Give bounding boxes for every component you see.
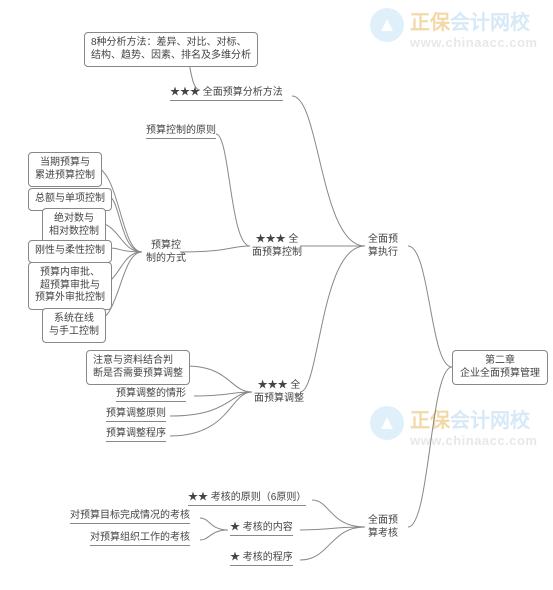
adjust-item: 预算调整原则 — [106, 407, 166, 422]
adjust-item: 预算调整的情形 — [116, 387, 186, 402]
assess-content: ★ 考核的内容 — [230, 521, 293, 536]
mode-item: 刚性与柔性控制 — [28, 240, 112, 263]
root-node: 第二章 企业全面预算管理 — [452, 350, 548, 385]
control-node: ★★★ 全 面预算控制 — [252, 234, 302, 259]
root-line2: 企业全面预算管理 — [459, 368, 541, 381]
mode-item: 当期预算与 累进预算控制 — [28, 152, 102, 187]
assess-node: 全面预 算考核 — [368, 515, 398, 540]
mode-item: 预算内审批、 超预算审批与 预算外审批控制 — [28, 262, 112, 310]
exec-node: 全面预 算执行 — [368, 234, 398, 259]
adjust-item: 预算调整程序 — [106, 427, 166, 442]
assess-content-item: 对预算目标完成情况的考核 — [70, 509, 190, 524]
adjust-node: ★★★ 全 面预算调整 — [254, 380, 304, 405]
adjust-note: 注意与资料结合判 断是否需要预算调整 — [86, 350, 190, 385]
control-mode: 预算控 制的方式 — [146, 240, 186, 265]
control-principle: 预算控制的原则 — [146, 124, 216, 139]
mode-item: 系统在线 与手工控制 — [42, 308, 106, 343]
method-node: ★★★ 全面预算分析方法 — [170, 86, 283, 101]
assess-procedure: ★ 考核的程序 — [230, 551, 293, 566]
mode-item: 绝对数与 相对数控制 — [42, 208, 106, 243]
assess-principle: ★★ 考核的原则（6原则） — [188, 491, 306, 506]
assess-content-item: 对预算组织工作的考核 — [90, 531, 190, 546]
method-note: 8种分析方法：差异、对比、对标、 结构、趋势、因素、排名及多维分析 — [84, 32, 258, 67]
root-line1: 第二章 — [459, 355, 541, 368]
